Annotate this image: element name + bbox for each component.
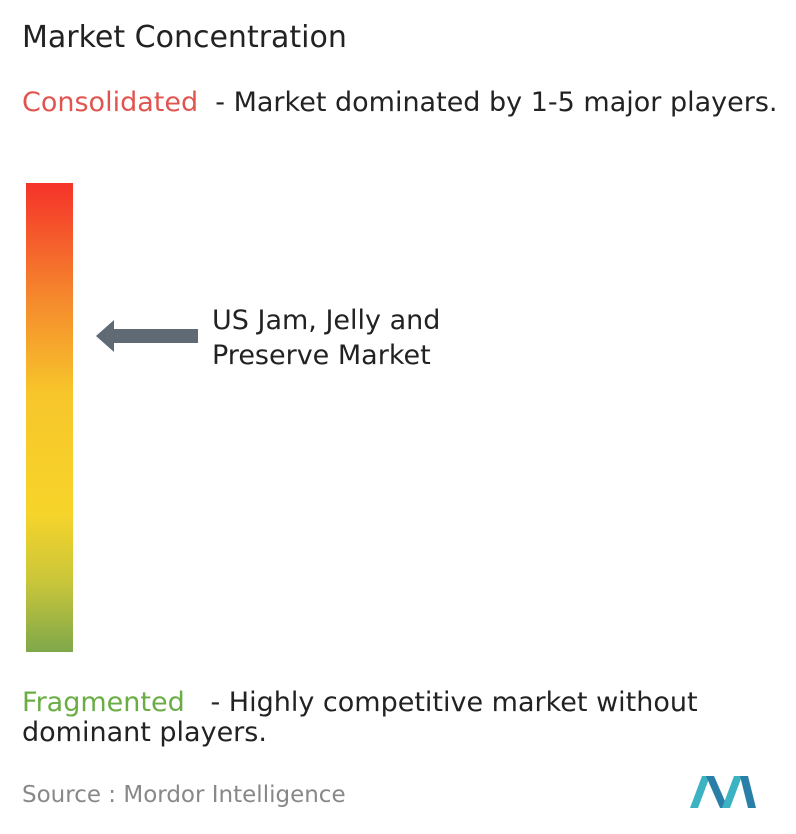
fragmented-description: - Highly competitive market without domi… xyxy=(22,687,698,748)
source: Source : Mordor Intelligence xyxy=(22,782,346,808)
consolidated-description: - Market dominated by 1-5 major players. xyxy=(215,87,778,118)
consolidated-row: Consolidated - Market dominated by 1-5 m… xyxy=(22,88,782,118)
arrow xyxy=(96,320,198,352)
market-label: US Jam, Jelly and Preserve Market xyxy=(212,305,441,371)
arrow-shape xyxy=(96,320,198,352)
logo xyxy=(690,776,756,808)
title: Market Concentration xyxy=(22,20,347,55)
consolidated-label: Consolidated xyxy=(22,87,199,118)
fragmented-row: Fragmented - Highly competitive market w… xyxy=(22,688,792,748)
concentration-bar xyxy=(26,183,73,652)
fragmented-label: Fragmented xyxy=(22,687,185,718)
